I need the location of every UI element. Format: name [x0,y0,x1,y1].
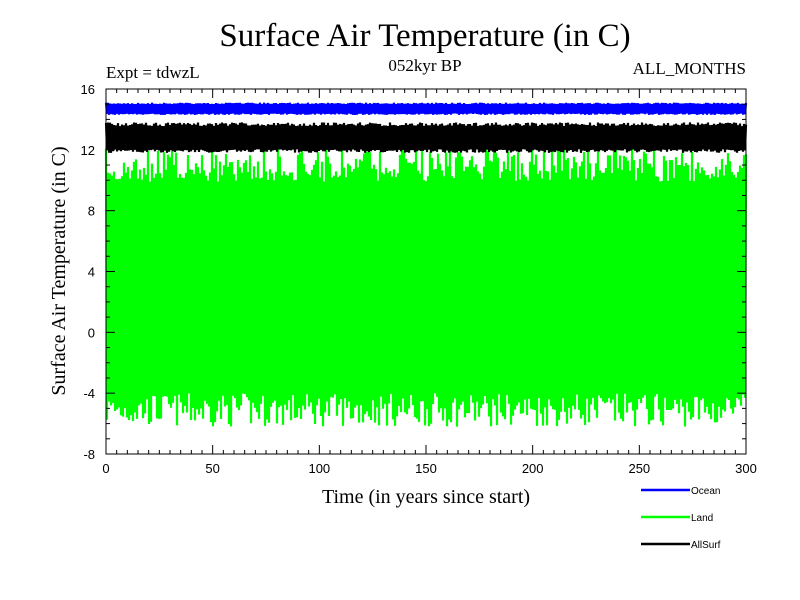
y-axis-label: Surface Air Temperature (in C) [48,146,70,395]
x-tick-label: 150 [415,461,437,476]
legend-label-land: Land [691,513,713,524]
x-tick-label: 100 [308,461,330,476]
legend: Ocean Land AllSurf [641,486,721,551]
x-tick-label: 50 [205,461,219,476]
series-land-line [104,148,748,427]
legend-label-ocean: Ocean [691,486,720,497]
y-tick-label: -8 [83,447,95,462]
y-tick-label: 8 [88,204,95,219]
y-tick-label: 4 [88,265,95,280]
x-tick-label: 0 [102,461,109,476]
y-tick-label: 0 [88,325,95,340]
x-tick-label: 200 [522,461,544,476]
plot-area: 0 50 100 150 200 250 300 -8 -4 0 4 8 12 16 [81,82,757,476]
y-tick-label: 12 [81,143,95,158]
x-axis-label: Time (in years since start) [322,486,530,508]
y-tick-label: 16 [81,82,95,97]
x-tick-label: 300 [735,461,757,476]
period-label: 052kyr BP [388,56,461,75]
chart-title: Surface Air Temperature (in C) [219,18,630,54]
series-ocean-line [104,102,748,115]
series-allsurf-line [104,122,748,153]
x-tick-label: 250 [628,461,650,476]
legend-label-allsurf: AllSurf [691,540,721,551]
experiment-label: Expt = tdwzL [106,63,200,82]
months-label: ALL_MONTHS [633,59,746,78]
y-tick-label: -4 [83,386,95,401]
